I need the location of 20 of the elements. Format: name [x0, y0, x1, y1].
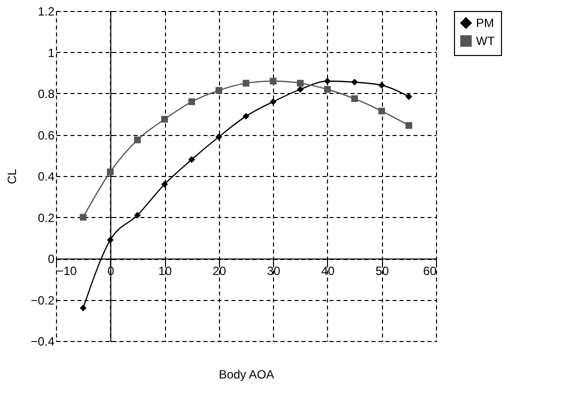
x-tick-label: 50: [376, 264, 390, 278]
y-tick-label: 0: [48, 252, 55, 266]
legend-label: PM: [476, 16, 494, 30]
y-tick-label: 0.8: [38, 87, 55, 101]
y-tick-label: 1: [48, 46, 55, 60]
x-tick-label: 30: [266, 264, 281, 278]
x-tick-label: 10: [158, 264, 172, 278]
y-tick-label: 0.2: [38, 210, 55, 225]
y-axis-title: CL: [4, 168, 19, 184]
y-tick-label: 0.4: [38, 170, 55, 184]
x-tick-label: 20: [212, 264, 226, 278]
y-tick-label: 0.6: [38, 128, 55, 142]
x-tick-label: 40: [321, 264, 335, 278]
x-axis-title: Body AOA: [218, 368, 274, 382]
x-tick-label: 60: [423, 264, 437, 278]
y-tick-label: −0.2: [30, 293, 55, 308]
x-tick-label: −10: [56, 264, 78, 278]
y-tick-label: −0.4: [30, 334, 55, 348]
legend-label: WT: [476, 34, 496, 48]
y-tick-label: 1.2: [38, 4, 55, 18]
